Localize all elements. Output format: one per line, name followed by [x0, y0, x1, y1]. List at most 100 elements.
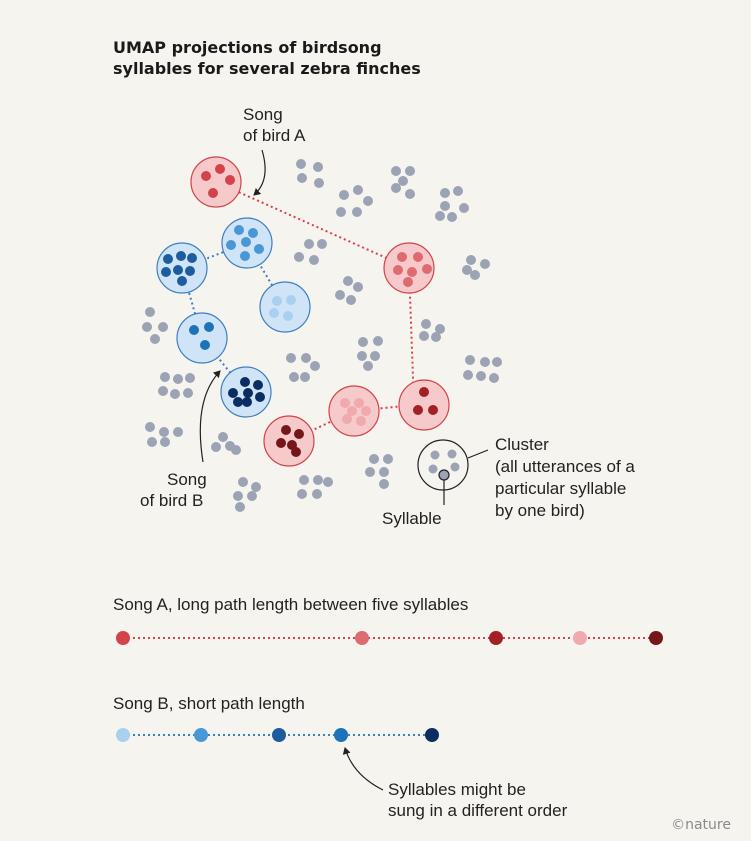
- song-bird-a-label: Song of bird A: [243, 105, 306, 145]
- grey-syllable-dot: [405, 166, 415, 176]
- grey-syllable-dot: [463, 370, 473, 380]
- grey-syllable-dot: [357, 351, 367, 361]
- grey-syllable-dot: [301, 353, 311, 363]
- syllable-dot: [173, 265, 183, 275]
- song-a-syllable-5: [649, 631, 663, 645]
- grey-syllable-dot: [142, 322, 152, 332]
- order-note: Syllables might be sung in a different o…: [388, 780, 568, 820]
- syllable-dot: [276, 438, 286, 448]
- grey-cluster: [462, 255, 490, 280]
- cluster-ring: [398, 379, 450, 431]
- grey-syllable-dot: [492, 357, 502, 367]
- grey-cluster: [365, 454, 393, 489]
- song-a-connections: [215, 181, 416, 442]
- song-b-cluster-4: [176, 312, 228, 364]
- title-line-2: syllables for several zebra finches: [113, 59, 421, 78]
- title-line-1: UMAP projections of birdsong: [113, 38, 382, 57]
- grey-syllable-dot: [470, 270, 480, 280]
- syllable-dot: [241, 237, 251, 247]
- grey-syllable-dot: [440, 201, 450, 211]
- syllable-dot: [161, 267, 171, 277]
- syllable-dot: [397, 252, 407, 262]
- song-b-syllables: [116, 728, 439, 742]
- grey-syllable-dot: [383, 454, 393, 464]
- song-b-cluster-3: [156, 242, 208, 294]
- grey-syllable-dot: [335, 290, 345, 300]
- grey-cluster: [158, 372, 195, 399]
- grey-syllable-dot: [183, 388, 193, 398]
- syllable-dot: [269, 308, 279, 318]
- syllable-dot: [281, 425, 291, 435]
- song-a-syllable-4: [573, 631, 587, 645]
- grey-syllable-dot: [317, 239, 327, 249]
- grey-syllable-dot: [379, 479, 389, 489]
- legend-dot: [430, 450, 440, 460]
- syllable-dot: [177, 276, 187, 286]
- grey-syllable-dot: [309, 255, 319, 265]
- grey-cluster: [145, 422, 183, 447]
- song-b-cluster-2: [221, 217, 273, 269]
- song-b-syllable-4: [334, 728, 348, 742]
- song-b-cluster-1: [259, 281, 311, 333]
- grey-syllable-dot: [370, 351, 380, 361]
- grey-syllable-dot: [435, 324, 445, 334]
- cluster-ring: [190, 156, 242, 208]
- grey-syllable-dot: [480, 357, 490, 367]
- legend-dot: [447, 449, 457, 459]
- song-a-cluster-2: [383, 242, 435, 294]
- syllable-dot: [361, 406, 371, 416]
- grey-syllable-dot: [170, 389, 180, 399]
- grey-syllable-dot: [235, 502, 245, 512]
- song-bird-b-label: Song of bird B: [140, 470, 211, 510]
- grey-syllable-dot: [289, 372, 299, 382]
- grey-syllable-dot: [286, 353, 296, 363]
- grey-syllable-dot: [440, 188, 450, 198]
- syllable-dot: [243, 388, 253, 398]
- grey-syllable-dot: [369, 454, 379, 464]
- syllable-dot: [240, 377, 250, 387]
- song-b-cluster-5: [220, 366, 272, 418]
- song-b-syllable-2: [194, 728, 208, 742]
- syllable-dot: [187, 253, 197, 263]
- grey-syllable-dot: [465, 355, 475, 365]
- grey-syllable-dot: [231, 445, 241, 455]
- legend-cluster: [417, 439, 489, 505]
- grey-syllable-dot: [233, 491, 243, 501]
- grey-syllable-dot: [459, 203, 469, 213]
- arrow-to-reordered-syllable: [342, 747, 384, 791]
- grey-syllable-dot: [158, 322, 168, 332]
- grey-cluster: [142, 307, 168, 344]
- song-a-cluster-3: [398, 379, 450, 431]
- syllable-dot: [201, 171, 211, 181]
- song-a-syllable-2: [355, 631, 369, 645]
- grey-cluster: [357, 336, 383, 371]
- grey-syllable-dot: [304, 239, 314, 249]
- song-a-cluster-1: [190, 156, 242, 208]
- syllable-dot: [294, 429, 304, 439]
- song-a-caption: Song A, long path length between five sy…: [113, 595, 468, 614]
- grey-syllable-dot: [365, 467, 375, 477]
- syllable-dot: [240, 251, 250, 261]
- syllable-dot: [340, 398, 350, 408]
- grey-cluster: [233, 477, 261, 512]
- grey-syllable-dot: [150, 334, 160, 344]
- grey-syllable-dot: [211, 442, 221, 452]
- grey-syllable-dot: [158, 386, 168, 396]
- nature-credit: ©nature: [671, 817, 731, 833]
- syllable-dot: [413, 405, 423, 415]
- grey-cluster: [419, 319, 445, 342]
- syllable-label: Syllable: [382, 509, 442, 528]
- grey-syllable-dot: [343, 276, 353, 286]
- syllable-dot: [226, 240, 236, 250]
- legend-cluster-ring: [417, 439, 469, 491]
- syllable-dot: [233, 397, 243, 407]
- song-b-syllable-5: [425, 728, 439, 742]
- grey-syllable-dot: [145, 422, 155, 432]
- syllable-dot: [422, 264, 432, 274]
- arrow-to-bird-a: [253, 149, 266, 196]
- grey-syllable-dot: [363, 361, 373, 371]
- grey-syllable-dot: [480, 259, 490, 269]
- cluster-label: Cluster (all utterances of a particular …: [495, 435, 640, 520]
- syllable-dot: [163, 254, 173, 264]
- syllable-dot: [225, 175, 235, 185]
